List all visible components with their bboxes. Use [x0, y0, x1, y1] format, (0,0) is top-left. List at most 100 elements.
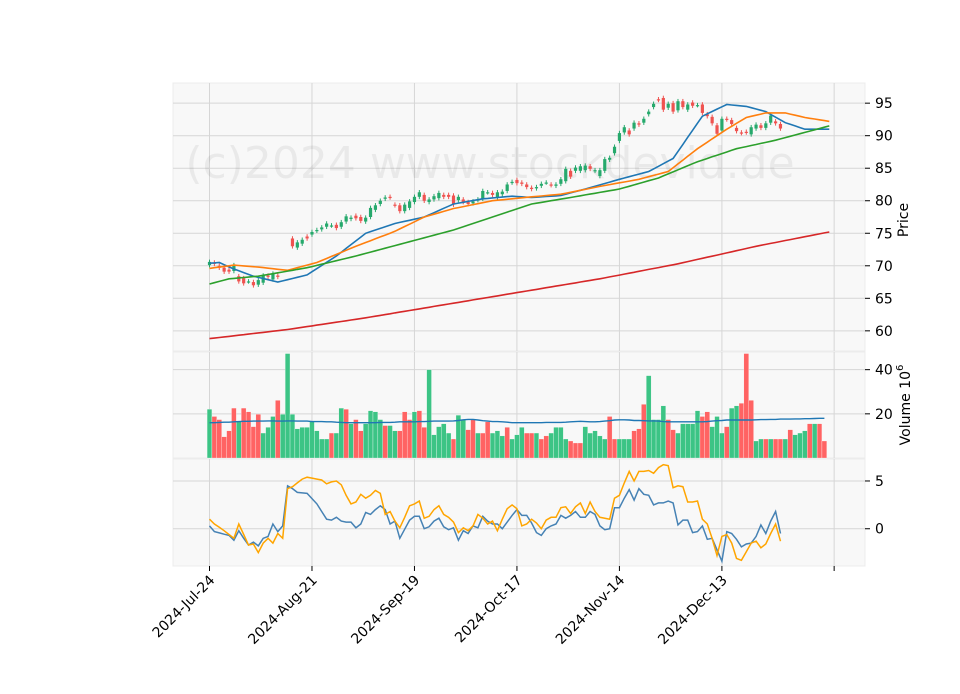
volume-bar: [543, 435, 549, 459]
candle: [554, 182, 558, 189]
candle-body: [612, 146, 617, 154]
candle: [368, 205, 373, 220]
candle: [764, 121, 768, 131]
candle: [393, 202, 397, 208]
candle-body: [661, 97, 665, 110]
candle: [447, 192, 451, 200]
volume-bar: [802, 430, 808, 459]
volume-bar: [792, 434, 798, 459]
candle: [315, 227, 319, 233]
candle: [734, 125, 739, 134]
candle-body: [325, 223, 329, 227]
candle: [305, 234, 309, 241]
candle-body: [686, 104, 690, 110]
candle: [773, 119, 778, 126]
volume-bars: [206, 353, 827, 459]
candle: [520, 180, 524, 187]
volume-average-polyline: [209, 417, 825, 424]
candle-body: [583, 165, 587, 171]
oscillator-gridlines: [173, 459, 865, 566]
candle: [617, 130, 622, 144]
volume-bar: [773, 438, 779, 459]
candle-body: [486, 192, 490, 194]
candle: [344, 214, 348, 224]
volume-bar: [577, 442, 583, 459]
volume-bar: [734, 405, 740, 459]
candle: [329, 223, 334, 228]
candle-body: [495, 192, 500, 198]
volume-bar: [524, 432, 530, 459]
volume-bar: [446, 432, 452, 459]
candle-body: [520, 182, 524, 184]
volume-bar: [807, 423, 813, 459]
volume-bar: [646, 375, 652, 459]
candle: [759, 123, 763, 131]
candle: [505, 182, 509, 194]
candle: [744, 129, 748, 135]
volume-bar: [680, 423, 686, 459]
volume-bar: [738, 403, 744, 459]
volume-bar: [665, 419, 671, 459]
volume-bar: [392, 430, 398, 459]
candle-body: [383, 197, 387, 199]
volume-bar: [616, 438, 622, 459]
volume-bar: [382, 425, 388, 459]
volume-bar: [768, 438, 774, 459]
volume-bar: [260, 432, 266, 459]
candle: [432, 193, 436, 202]
volume-bar: [592, 430, 598, 459]
candle-body: [554, 184, 558, 186]
volume-bar: [250, 426, 256, 459]
candle: [534, 184, 539, 191]
candle-body: [481, 190, 485, 199]
candle-body: [334, 224, 338, 229]
candle-body: [656, 99, 661, 101]
candle: [676, 98, 680, 113]
volume-bar: [719, 432, 725, 459]
volume-bar: [553, 427, 559, 459]
candle-body: [398, 205, 402, 212]
candle-body: [266, 275, 270, 277]
volume-bar: [460, 419, 466, 459]
volume-bar: [636, 428, 642, 459]
volume-axis-label-base: Volume 10: [898, 371, 914, 445]
candle: [671, 100, 675, 114]
price-tick-label: 90: [875, 129, 893, 145]
volume-bar: [675, 432, 681, 459]
price-tick-label: 60: [875, 324, 893, 340]
candle: [661, 95, 665, 112]
candle-body: [525, 184, 529, 188]
candle: [588, 163, 592, 172]
candle-body: [251, 282, 256, 286]
candle: [349, 215, 353, 222]
volume-bar: [402, 411, 408, 459]
candle: [695, 102, 700, 108]
candle-body: [603, 159, 607, 171]
candle-body: [315, 230, 319, 232]
volume-bar: [607, 416, 613, 459]
candle: [412, 194, 417, 205]
volume-bar: [743, 353, 749, 459]
volume-bar: [226, 430, 232, 459]
candle: [364, 215, 368, 224]
candle-body: [447, 194, 451, 197]
candle: [334, 222, 338, 231]
candle: [427, 197, 431, 205]
volume-bar: [368, 410, 374, 459]
candle: [627, 128, 631, 137]
candle-body: [715, 125, 719, 134]
candle-body: [573, 167, 578, 171]
volume-bar: [216, 419, 222, 459]
volume-bar: [597, 435, 603, 459]
volume-bar: [407, 419, 413, 459]
candle: [276, 273, 280, 280]
candle: [681, 98, 685, 110]
volume-axis-label: Volume 106: [895, 365, 914, 446]
candle-body: [681, 101, 685, 108]
candle-body: [388, 196, 392, 199]
candle: [515, 177, 519, 186]
candle-body: [598, 170, 602, 177]
oscillator-y-ticks: 05: [865, 474, 884, 538]
candle-body: [403, 204, 407, 212]
